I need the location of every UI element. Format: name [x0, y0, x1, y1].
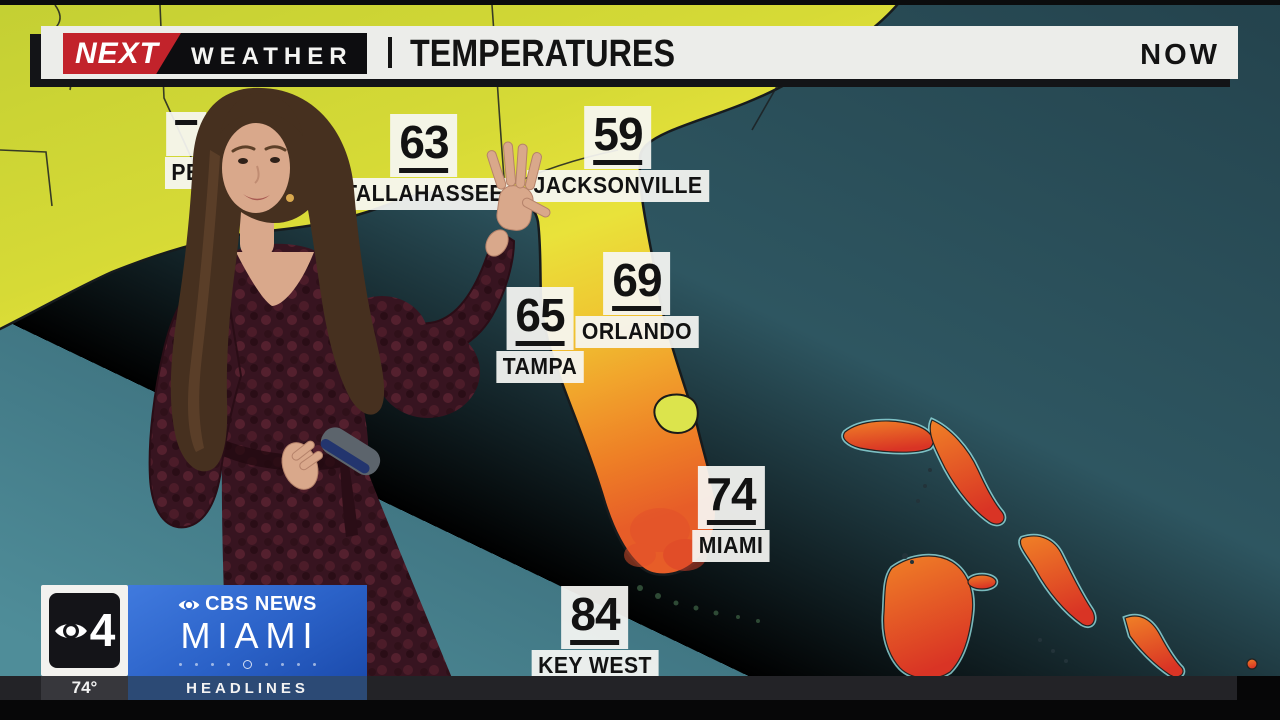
temp-value: 74 [697, 466, 765, 529]
presenter-clicker-side [320, 438, 370, 474]
city-name: TALLAHASSEE [337, 178, 511, 211]
presenter-earring [286, 194, 294, 202]
small-cays [902, 468, 1068, 663]
temp-label-tallahassee: 63 TALLAHASSEE [330, 114, 518, 211]
temp-underline [399, 168, 449, 173]
lake-okeechobee [653, 393, 699, 434]
presenter-neckline-skin [236, 252, 314, 306]
city-name: MIAMI [692, 530, 770, 563]
temp-underline [515, 341, 565, 346]
temp-underline [593, 160, 643, 165]
presenter-hand-pointing [485, 141, 551, 257]
city-name: JACKSONVILLE [527, 170, 709, 203]
city-name: ORLANDO [575, 316, 699, 349]
bahamas-islands [841, 417, 1258, 681]
temp-underline [175, 120, 197, 125]
temp-value: 63 [390, 114, 458, 177]
presenter-face-features [231, 145, 287, 201]
florida-keys [637, 585, 760, 623]
temp-label-jacksonville: 59 JACKSONVILLE [519, 106, 717, 203]
city-name: TAMPA [496, 351, 584, 384]
presenter-fringe [220, 93, 303, 136]
temp-label-orlando: 69 ORLANDO [570, 252, 704, 349]
presenter-vneck-left [226, 254, 272, 332]
temp-label-tampa: 65 TAMPA [493, 287, 588, 384]
temp-value: 69 [603, 252, 671, 315]
temp-underline [570, 640, 620, 645]
temp-value: 59 [584, 106, 652, 169]
temp-value: 65 [506, 287, 574, 350]
temp-underline [706, 520, 756, 525]
presenter-left-hand [281, 440, 324, 490]
presenter-vneck-right [276, 256, 326, 334]
presenter-tie-ribbon [340, 458, 358, 537]
presenter-hair-highlight [188, 150, 220, 452]
temp-underline [612, 306, 662, 311]
presenter-hair [170, 87, 385, 472]
temp-label-miami: 74 MIAMI [689, 466, 773, 563]
temp-value: 84 [561, 586, 629, 649]
south-florida-heat-spots [624, 508, 707, 571]
